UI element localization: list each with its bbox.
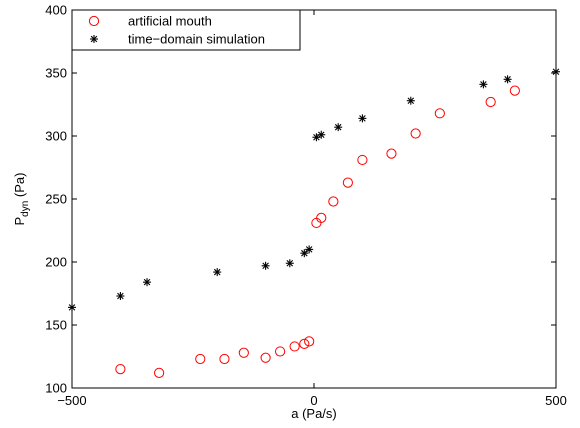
y-tick-label: 150	[45, 318, 67, 333]
data-point-asterisk	[261, 261, 270, 270]
y-axis-label-subscript: dyn	[20, 201, 31, 217]
data-point-circle	[304, 336, 315, 347]
data-point-circle	[386, 148, 397, 159]
data-point-circle	[219, 353, 230, 365]
data-point-circle	[410, 128, 421, 139]
y-axis-label-main: P	[12, 217, 27, 226]
y-tick-label: 400	[45, 3, 67, 18]
series-1	[115, 85, 520, 378]
y-tick-label: 250	[45, 192, 67, 207]
data-point-circle	[357, 154, 368, 166]
data-point-circle	[289, 341, 300, 352]
legend-marker-1	[88, 15, 100, 27]
data-point-asterisk	[334, 123, 343, 132]
data-point-circle	[115, 364, 126, 375]
legend: artificial mouth time−domain simulation	[71, 9, 301, 51]
data-point-asterisk	[317, 130, 326, 139]
legend-box	[71, 9, 301, 51]
y-tick-label: 100	[45, 381, 67, 396]
data-point-circle	[434, 108, 445, 119]
plot-frame	[71, 9, 557, 389]
legend-marker-2	[90, 35, 98, 43]
data-point-circle	[275, 346, 286, 357]
data-point-circle	[342, 177, 353, 188]
x-axis-label: a (Pa/s)	[291, 406, 337, 421]
data-point-asterisk	[143, 278, 152, 287]
data-point-asterisk	[305, 245, 314, 254]
data-point-circle	[328, 196, 339, 207]
data-point-circle	[311, 217, 322, 229]
data-point-circle	[299, 338, 310, 349]
y-axis-label: Pdyn (Pa)	[12, 173, 31, 226]
data-point-asterisk	[406, 96, 415, 105]
data-point-circle	[509, 85, 520, 96]
x-tick-label: −500	[57, 393, 86, 408]
y-tick-label: 200	[45, 255, 67, 270]
data-point-asterisk	[479, 80, 488, 89]
data-point-circle	[485, 96, 496, 108]
data-point-circle	[316, 212, 327, 223]
data-point-asterisk	[358, 114, 367, 123]
y-tick-label: 300	[45, 129, 67, 144]
y-axis-label-unit: (Pa)	[12, 173, 27, 201]
data-point-circle	[195, 353, 206, 365]
data-point-circle	[238, 347, 249, 358]
data-point-circle	[154, 367, 165, 378]
data-point-circle	[260, 352, 271, 363]
data-point-asterisk	[285, 259, 294, 268]
data-point-asterisk	[300, 249, 309, 258]
y-tick-label: 350	[45, 66, 67, 81]
x-tick-label: 0	[310, 393, 317, 408]
legend-label-1: artificial mouth	[128, 14, 212, 29]
x-tick-label: 500	[545, 393, 567, 408]
data-point-asterisk	[213, 268, 222, 277]
data-point-asterisk	[503, 75, 512, 84]
data-point-asterisk	[116, 292, 125, 301]
legend-label-2: time−domain simulation	[128, 32, 265, 47]
